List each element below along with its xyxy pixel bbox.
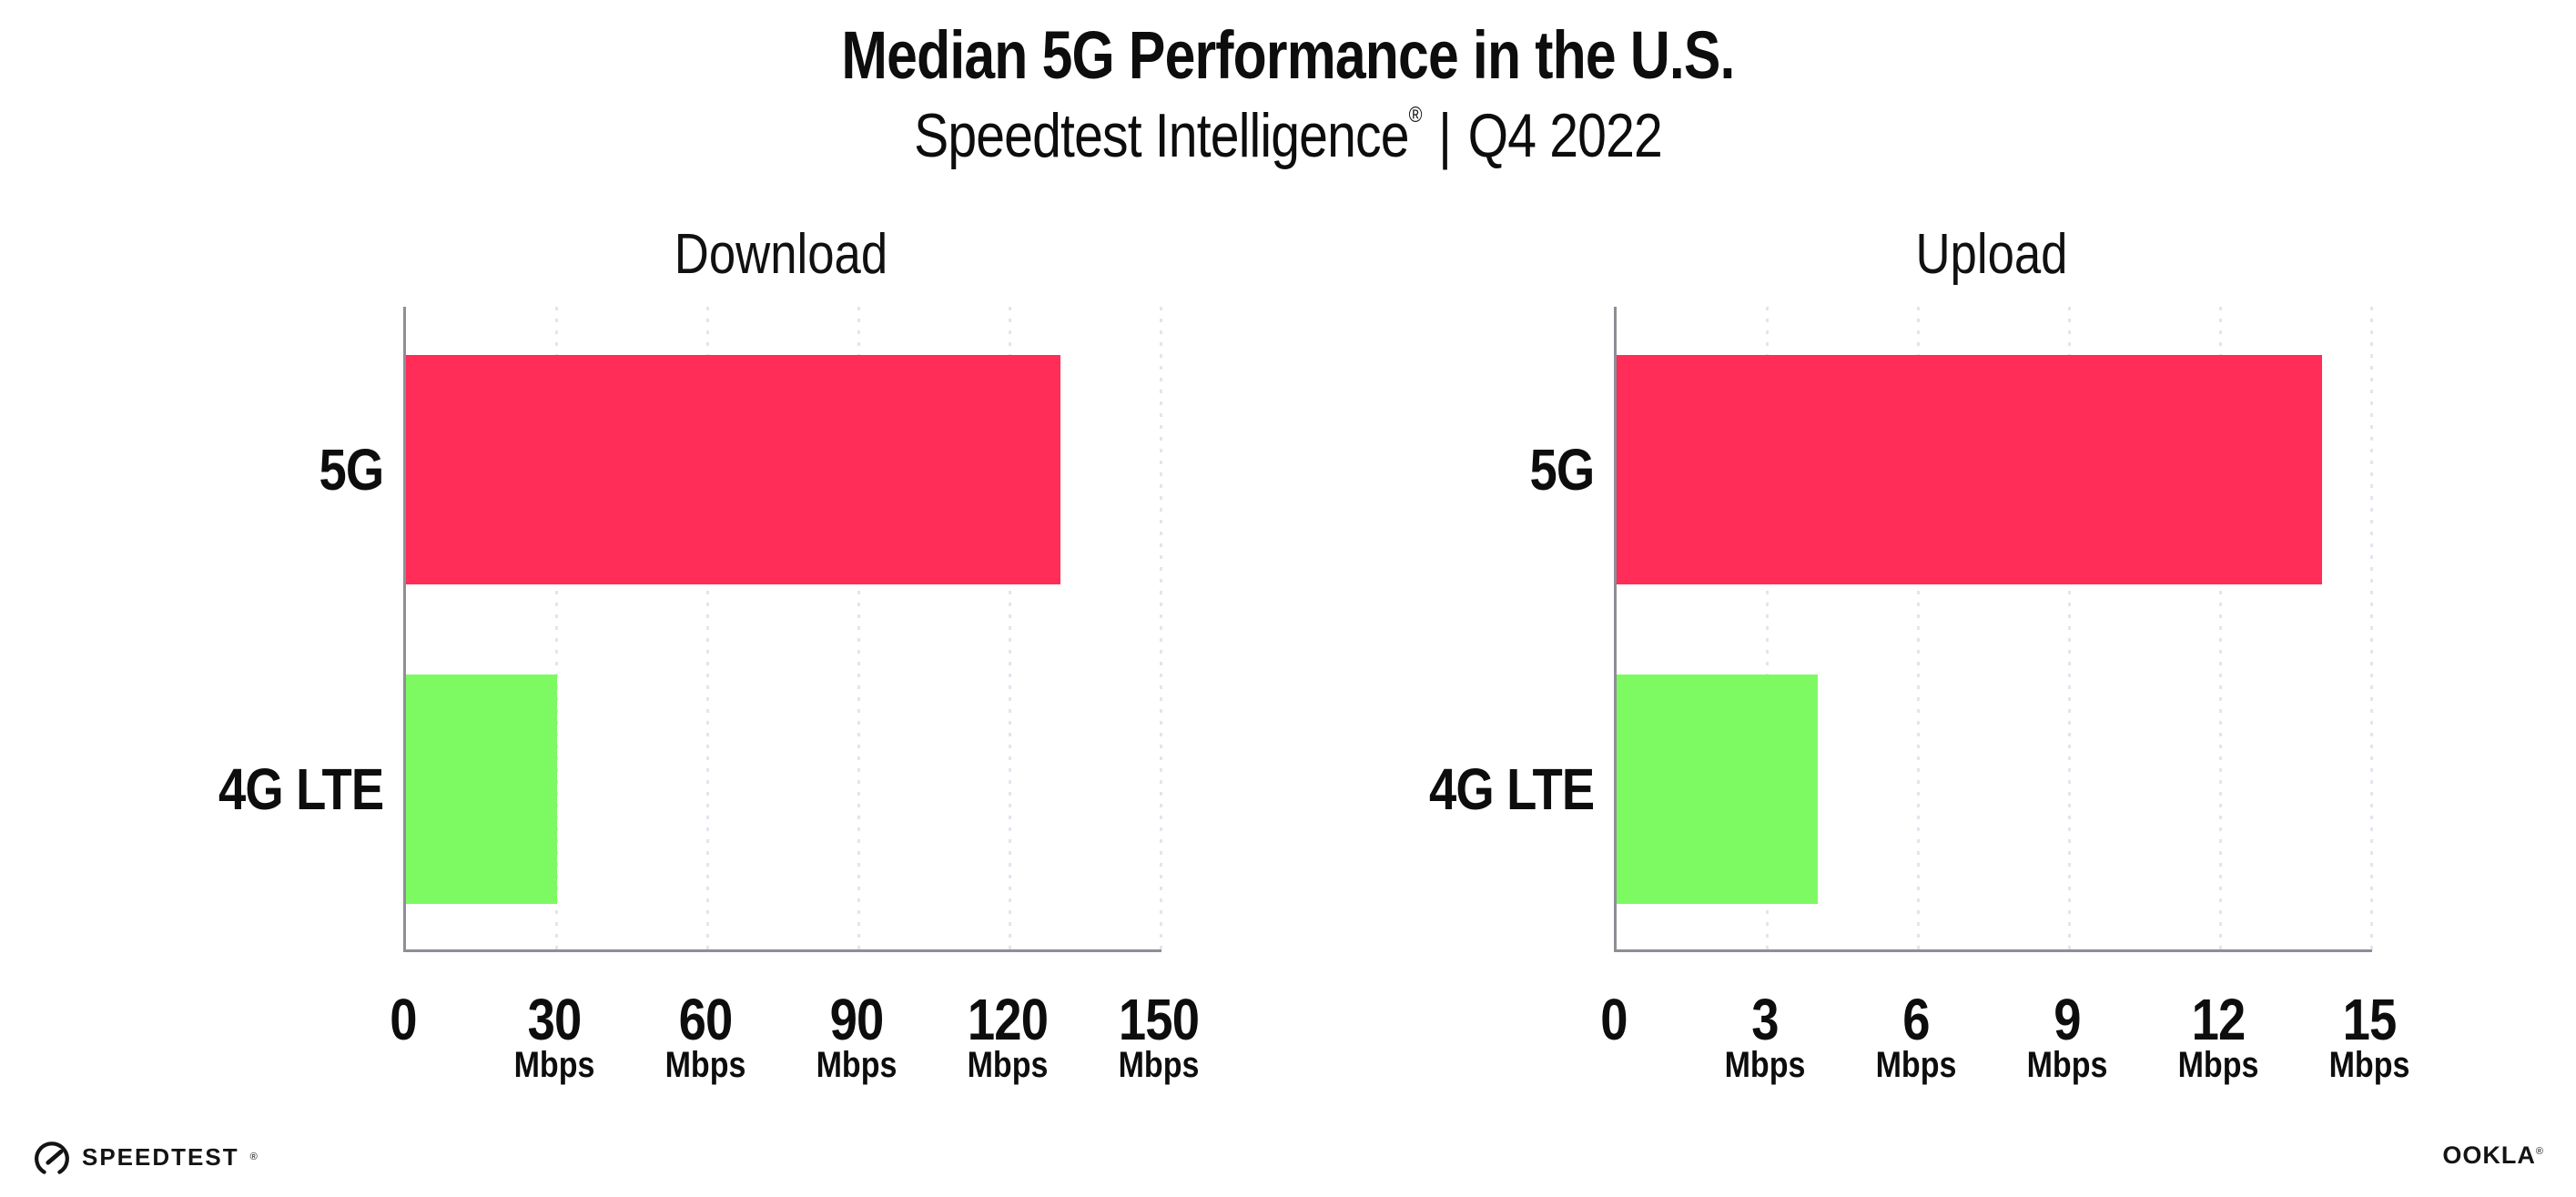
x-tick-unit-label: Mbps: [967, 1045, 1049, 1085]
x-tick-unit-label: Mbps: [513, 1045, 595, 1085]
x-tick-unit-label: Mbps: [2177, 1045, 2259, 1085]
page-subtitle: Speedtest Intelligence® | Q4 2022: [206, 100, 2369, 171]
gridline: [1009, 307, 1011, 949]
speedtest-registered-mark: ®: [249, 1151, 258, 1162]
subplot-title: Upload: [1915, 223, 2068, 286]
x-tick-label: 0: [1600, 987, 1628, 1052]
subtitle-brand: Speedtest Intelligence: [914, 101, 1409, 170]
category-label: 4G LTE: [218, 756, 384, 822]
x-tick-label: 150: [1118, 987, 1200, 1052]
gridline: [2370, 307, 2373, 949]
x-tick-unit-label: Mbps: [1875, 1045, 1957, 1085]
x-tick-unit-label: Mbps: [2026, 1045, 2108, 1085]
bar-4g-lte: [406, 675, 557, 904]
x-tick-label: 30: [527, 987, 583, 1052]
gridline: [1917, 307, 1920, 949]
x-tick-unit-label: Mbps: [2328, 1045, 2410, 1085]
x-tick-unit-label: Mbps: [1724, 1045, 1806, 1085]
x-tick-label: 120: [967, 987, 1049, 1052]
x-tick-label: 90: [829, 987, 885, 1052]
x-tick-label: 6: [1902, 987, 1930, 1052]
x-tick-label: 0: [390, 987, 417, 1052]
x-tick-label: 60: [678, 987, 734, 1052]
x-tick-label: 9: [2054, 987, 2081, 1052]
category-label: 5G: [319, 437, 384, 502]
bar-5g: [1617, 355, 2322, 584]
bar-4g-lte: [1617, 675, 1818, 904]
bar-5g: [406, 355, 1060, 584]
category-label: 5G: [1529, 437, 1595, 502]
gridline: [706, 307, 709, 949]
x-tick-unit-label: Mbps: [816, 1045, 898, 1085]
subplot-title: Download: [674, 223, 888, 286]
registered-mark: ®: [1408, 103, 1423, 127]
x-tick-unit-label: Mbps: [664, 1045, 746, 1085]
x-tick-label: 15: [2342, 987, 2398, 1052]
speedtest-gauge-icon: [35, 1141, 69, 1174]
subtitle-period: Q4 2022: [1467, 101, 1663, 170]
gridline: [555, 307, 558, 949]
category-label: 4G LTE: [1428, 756, 1595, 822]
x-tick-unit-label: Mbps: [1118, 1045, 1200, 1085]
ookla-wordmark: OOKLA: [2442, 1141, 2536, 1169]
x-tick-label: 3: [1751, 987, 1779, 1052]
x-tick-label: 12: [2191, 987, 2246, 1052]
ookla-registered-mark: ®: [2535, 1146, 2543, 1157]
gridline: [2219, 307, 2222, 949]
plot-area: [1614, 307, 2373, 952]
ookla-logo: OOKLA®: [2442, 1141, 2543, 1170]
speedtest-logo: SPEEDTEST ®: [33, 1138, 258, 1176]
gridline: [1160, 307, 1162, 949]
page-title: Median 5G Performance in the U.S.: [841, 17, 1735, 93]
gridline: [1766, 307, 1769, 949]
gridline: [857, 307, 860, 949]
gridline: [2068, 307, 2071, 949]
plot-area: [403, 307, 1162, 952]
subtitle-separator: |: [1438, 101, 1452, 170]
speedtest-wordmark: SPEEDTEST: [82, 1142, 239, 1171]
